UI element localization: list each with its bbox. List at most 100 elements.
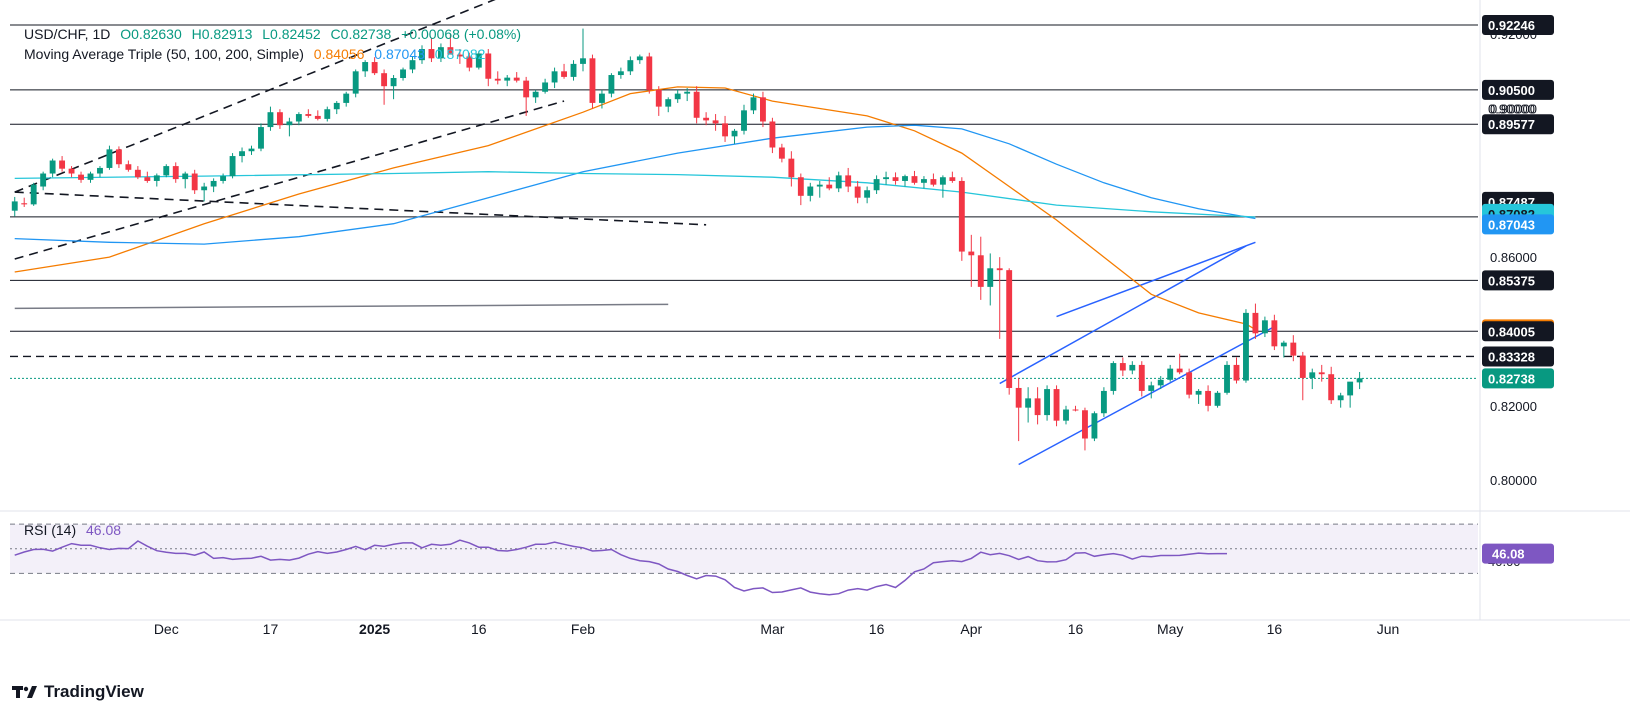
candle-body bbox=[419, 49, 425, 61]
candle-body bbox=[409, 60, 416, 70]
candle-body bbox=[958, 180, 965, 252]
candle-body bbox=[1280, 342, 1287, 347]
candle-body bbox=[627, 60, 634, 72]
candle-body bbox=[532, 91, 539, 98]
price-tag bbox=[1482, 114, 1554, 135]
candle-body bbox=[504, 77, 511, 81]
rsi-legend: RSI (14) 46.08 bbox=[24, 522, 127, 538]
price-tag-label: 0.89577 bbox=[1488, 117, 1535, 132]
candle-body bbox=[1356, 378, 1363, 383]
high-value: H0.82913 bbox=[191, 26, 253, 42]
candle-body bbox=[201, 186, 208, 191]
candle-body bbox=[608, 75, 615, 94]
tradingview-logo[interactable]: TradingView bbox=[12, 682, 144, 702]
candle-body bbox=[59, 160, 66, 169]
candle-body bbox=[1034, 398, 1041, 416]
candle-body bbox=[636, 56, 643, 61]
candle-body bbox=[760, 97, 766, 122]
candle-body bbox=[1214, 392, 1221, 406]
candle-body bbox=[1167, 368, 1174, 380]
candle-body bbox=[1205, 390, 1212, 406]
candle-body bbox=[258, 127, 264, 149]
candle-body bbox=[97, 167, 103, 174]
upper-dashed-trendline bbox=[14, 0, 496, 193]
candle-body bbox=[1119, 363, 1126, 371]
candle-body bbox=[665, 99, 672, 107]
candle-body bbox=[210, 180, 217, 187]
candle-body bbox=[1290, 342, 1297, 356]
candle-body bbox=[1044, 389, 1051, 416]
candle-body bbox=[1072, 409, 1079, 411]
candle-body bbox=[30, 184, 37, 205]
candle-body bbox=[78, 174, 84, 180]
price-tag bbox=[1482, 15, 1554, 36]
candle-body bbox=[1138, 364, 1145, 391]
candle-body bbox=[1006, 270, 1013, 388]
candle-body bbox=[883, 177, 890, 180]
ma-indicator-title[interactable]: Moving Average Triple (50, 100, 200, Sim… bbox=[24, 46, 304, 62]
price-tag-label: 0.90500 bbox=[1488, 83, 1535, 98]
candle-body bbox=[1186, 372, 1193, 395]
x-tick-label: 17 bbox=[263, 621, 279, 637]
candle-body bbox=[1091, 413, 1098, 439]
candle-body bbox=[892, 177, 899, 181]
x-tick-label: Jun bbox=[1377, 621, 1400, 637]
x-tick-label: Dec bbox=[154, 621, 179, 637]
candle-body bbox=[1176, 368, 1183, 373]
candle-body bbox=[1271, 320, 1278, 347]
candle-body bbox=[921, 179, 927, 183]
candle-body bbox=[542, 82, 549, 92]
candle-body bbox=[750, 97, 757, 111]
candle-body bbox=[1082, 410, 1088, 439]
rsi-title[interactable]: RSI (14) bbox=[24, 522, 77, 538]
x-tick-label: 2025 bbox=[359, 621, 390, 637]
candle-body bbox=[286, 121, 293, 126]
candle-body bbox=[466, 56, 473, 68]
candle-body bbox=[324, 109, 331, 119]
candle-body bbox=[1299, 355, 1306, 378]
price-tag-label: 0.82738 bbox=[1488, 371, 1535, 386]
candle-body bbox=[115, 149, 122, 165]
candle-body bbox=[712, 120, 719, 124]
candle-body bbox=[1148, 385, 1155, 391]
candle-body bbox=[674, 93, 681, 100]
candle-body bbox=[437, 47, 444, 59]
candle-body bbox=[977, 255, 984, 287]
candle-body bbox=[1195, 390, 1202, 395]
candle-body bbox=[1328, 374, 1335, 401]
candle-body bbox=[523, 80, 530, 98]
candle-body bbox=[40, 173, 47, 187]
candle-body bbox=[551, 71, 558, 83]
ma-line-ma200 bbox=[14, 171, 1256, 218]
price-tag bbox=[1482, 321, 1554, 342]
candle-body bbox=[239, 151, 245, 157]
candle-body bbox=[1309, 372, 1316, 378]
price-tag-label: 0.87043 bbox=[1488, 217, 1535, 232]
candle-body bbox=[343, 93, 350, 103]
x-tick-label: 16 bbox=[869, 621, 885, 637]
candle-body bbox=[911, 176, 918, 183]
candle-body bbox=[902, 176, 908, 181]
candle-body bbox=[703, 117, 710, 121]
price-tag-label: 0.84005 bbox=[1488, 324, 1535, 339]
y-tick-label: 0.90000 bbox=[1490, 101, 1537, 116]
candle-body bbox=[1053, 389, 1060, 421]
candle-body bbox=[172, 166, 179, 180]
candle-body bbox=[295, 114, 302, 122]
low-value: L0.82452 bbox=[262, 26, 321, 42]
rsi-value-tag-label: 46.08 bbox=[1492, 547, 1525, 562]
flat-gray-line bbox=[14, 303, 669, 310]
candle-body bbox=[939, 177, 946, 185]
change-value: +0.00068 (+0.08%) bbox=[401, 26, 522, 42]
candle-body bbox=[741, 110, 747, 131]
candle-body bbox=[769, 121, 776, 148]
candle-body bbox=[996, 268, 1003, 271]
candle-body bbox=[144, 177, 151, 181]
candle-body bbox=[873, 179, 880, 191]
candle-body bbox=[570, 63, 577, 77]
y-tick-label: 0.82000 bbox=[1490, 399, 1537, 414]
symbol-label[interactable]: USD/CHF, 1D bbox=[24, 26, 111, 42]
candle-body bbox=[371, 62, 378, 74]
candle-body bbox=[1110, 363, 1117, 391]
